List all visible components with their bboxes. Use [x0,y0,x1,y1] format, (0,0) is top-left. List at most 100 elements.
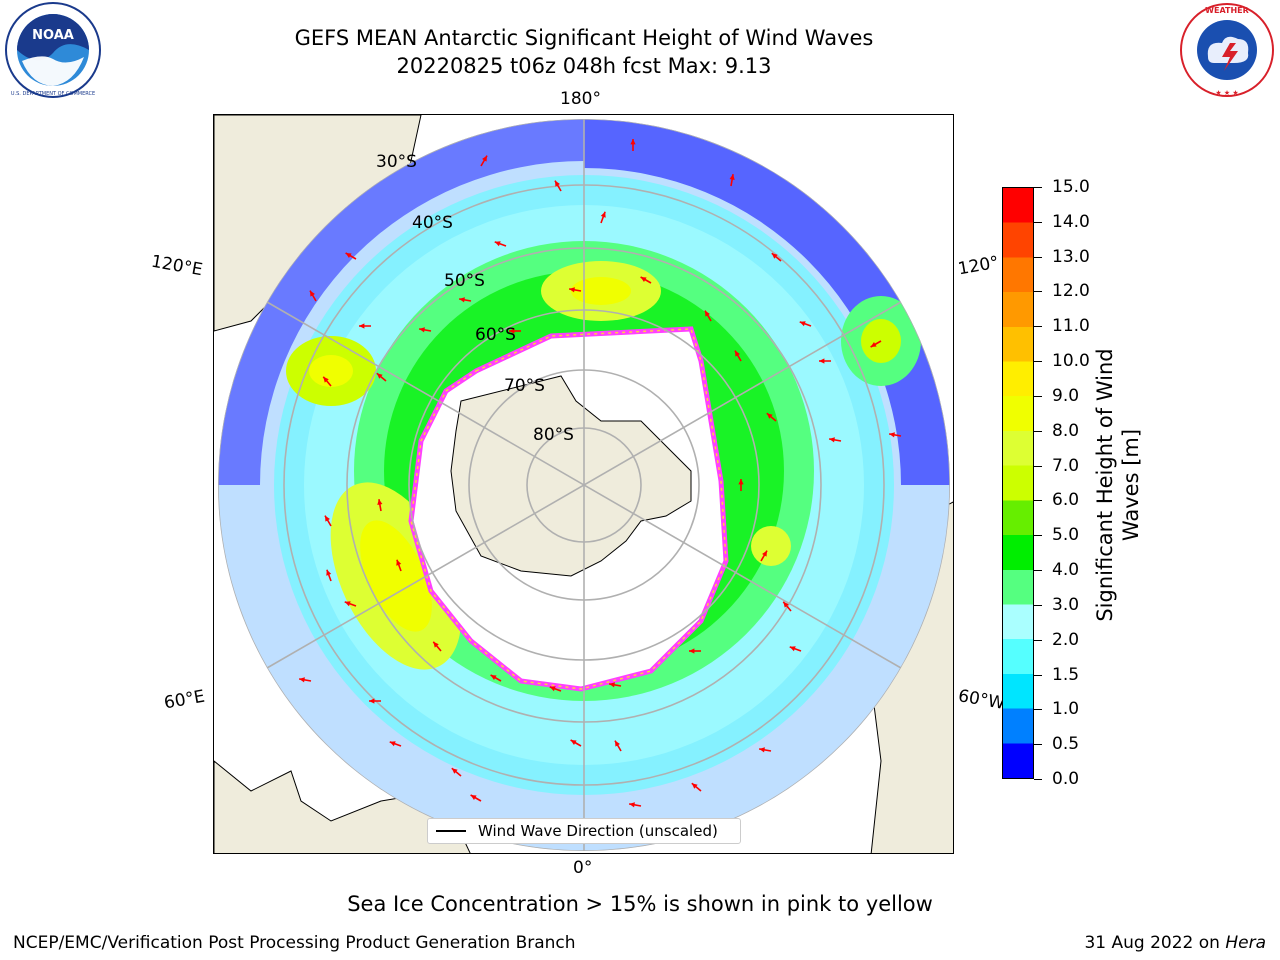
colorbar-tick-label: 9.0 [1052,385,1080,406]
wind-arrow-head [494,241,501,247]
wind-arrow-head [629,802,635,808]
lon-label-0: 0° [573,858,593,878]
footer-date-text: 31 Aug 2022 on [1084,933,1226,953]
wind-arrow-head [323,376,329,383]
colorbar-tick [1034,779,1042,780]
wind-arrow-head [326,569,332,576]
map-canvas [214,115,953,853]
colorbar-tick-label: 2.0 [1052,629,1080,650]
colorbar-tick [1034,187,1042,188]
nws-logo: WEATHER ★ ★ ★ [1180,3,1274,97]
colorbar-tick-label: 1.5 [1052,664,1080,685]
wind-arrows [299,139,902,808]
colorbar-tick [1034,639,1042,641]
lat-label-40s: 40°S [412,213,453,233]
legend-label: Wind Wave Direction (unscaled) [478,822,718,840]
wind-arrow-head [762,550,767,557]
colorbar-tick-label: 14.0 [1052,211,1090,232]
wind-arrow-head [344,601,351,607]
colorbar-tick-label: 7.0 [1052,455,1080,476]
wind-arrow-head [369,698,375,704]
wind-arrow-head [705,310,710,317]
wind-arrow-head [600,211,606,218]
wind-arrow-head [569,287,575,293]
colorbar-tick [1034,395,1042,397]
sea-ice-note: Sea Ice Concentration > 15% is shown in … [347,892,933,916]
colorbar-tick-label: 1.0 [1052,699,1080,720]
colorbar-tick [1034,500,1042,502]
wind-arrow-head [451,768,458,774]
wind-arrow-head [299,677,305,683]
wind-arrow-head [376,373,383,379]
colorbar-tick [1034,221,1042,223]
map-legend [427,818,741,844]
svg-text:NOAA: NOAA [32,28,74,43]
lat-label-80s: 80°S [533,425,574,445]
land-africa [214,760,471,853]
wind-arrow-head [345,253,352,258]
wind-arrow-head [870,342,877,347]
wind-arrow-head [310,290,315,297]
chart-subtitle: 20220825 t06z 048h fcst Max: 9.13 [396,54,772,78]
wind-arrow-head [889,432,895,438]
wind-arrow-head [766,413,773,419]
colorbar-tick-label: 8.0 [1052,420,1080,441]
footer-machine: Hera [1225,933,1266,953]
chart-title: GEFS MEAN Antarctic Significant Height o… [294,26,874,50]
colorbar-tick-label: 3.0 [1052,594,1080,615]
wind-arrow-head [630,139,636,145]
land-antarctica [450,375,692,577]
wind-arrow-head [783,601,789,608]
wind-arrow-head [640,277,647,282]
wind-arrow-head [729,174,735,180]
wind-arrow-head [459,297,465,303]
wind-arrow-head [482,155,487,162]
lon-label-120e: 120°E [149,251,205,281]
wind-arrow-head [470,795,477,800]
wind-arrow-head [377,499,383,505]
lat-label-50s: 50°S [444,271,485,291]
colorbar-tick-label: 0.5 [1052,734,1080,755]
colorbar-tick-label: 11.0 [1052,316,1090,337]
wind-arrow-head [490,675,497,680]
footer-date: 31 Aug 2022 on Hera [1084,933,1266,953]
wind-arrow-head [799,321,806,327]
wind-arrow-head [570,740,577,745]
wind-arrow-head [433,641,439,648]
colorbar-tick [1034,291,1042,293]
colorbar-tick [1034,535,1042,537]
wind-arrow-head [771,253,778,259]
svg-text:WEATHER: WEATHER [1205,6,1249,15]
lon-label-60w: 60°W [956,686,1007,714]
wind-arrow-head [509,328,515,334]
colorbar-title: Significant Height of Wind Waves [m] [1093,348,1143,622]
colorbar-tick [1034,465,1042,467]
wind-arrow-head [735,350,740,357]
colorbar-tick-label: 15.0 [1052,177,1090,197]
wind-arrow-head [325,515,330,522]
colorbar-tick [1034,570,1042,572]
wind-arrow-head [359,323,365,329]
footer-credit: NCEP/EMC/Verification Post Processing Pr… [13,933,576,953]
wind-arrow-head [555,180,560,187]
colorbar-tick [1034,744,1042,746]
wind-arrow-head [419,327,425,333]
wind-arrow-head [615,740,620,747]
wind-arrow-head [396,559,402,566]
wind-arrow-head [609,682,615,688]
colorbar-tick [1034,604,1042,606]
colorbar-tick [1034,361,1042,363]
wind-arrow-head [789,646,796,652]
colorbar-tick [1034,326,1042,328]
colorbar-tick [1034,256,1042,258]
wind-arrow-head [819,358,825,364]
colorbar [1002,187,1034,779]
colorbar-tick-label: 13.0 [1052,246,1090,267]
colorbar-tick-label: 0.0 [1052,769,1080,789]
lat-label-70s: 70°S [504,376,545,396]
colorbar-tick [1034,674,1042,676]
wind-arrow-head [829,437,835,443]
colorbar-tick-label: 5.0 [1052,525,1080,546]
wind-arrow-head [549,686,556,692]
wind-arrow-head [691,783,698,789]
